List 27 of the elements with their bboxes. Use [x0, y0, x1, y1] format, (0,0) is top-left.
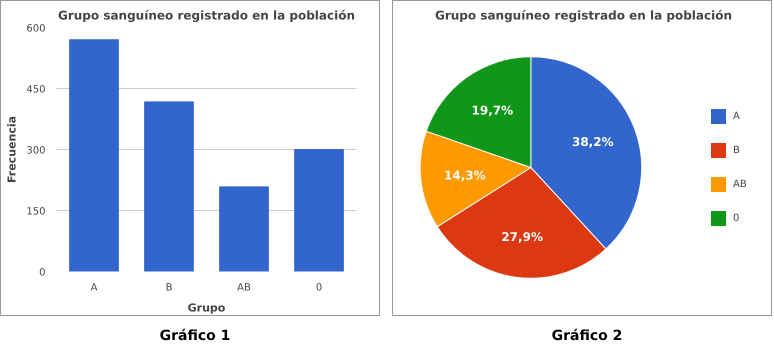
legend-label: B [733, 144, 741, 156]
y-tick-label: 600 [26, 24, 46, 34]
legend-label: AB [733, 178, 748, 190]
x-tick-label: 0 [316, 282, 322, 294]
chart-title: Grupo sanguíneo registrado en la población [434, 8, 732, 22]
data-label: 38,2% [572, 135, 614, 150]
chart-title: Grupo sanguíneo registrado en la población [58, 8, 356, 22]
x-axis-title: Grupo [188, 302, 226, 314]
x-tick-label: B [166, 282, 173, 294]
text: Gráfico 1 [160, 327, 230, 346]
x-tick-label: A [90, 282, 98, 294]
bar [144, 101, 194, 272]
legend-label: 0 [733, 212, 740, 224]
text: Gráfico 2 [552, 327, 622, 346]
y-tick-label: 150 [26, 206, 46, 218]
y-tick-label: 300 [26, 146, 46, 156]
bar [69, 39, 119, 272]
y-axis-title: Frecuencia [5, 116, 18, 184]
y-tick-label: 0 [39, 268, 46, 278]
data-label: 27,9% [501, 230, 543, 244]
data-label: 19,7% [472, 103, 514, 118]
bar [294, 149, 344, 272]
legend-label: A [733, 110, 741, 122]
data-label: 14,3% [444, 168, 486, 182]
x-tick-label: AB [237, 282, 251, 294]
y-tick-label: 450 [26, 84, 46, 96]
bar [219, 186, 269, 272]
